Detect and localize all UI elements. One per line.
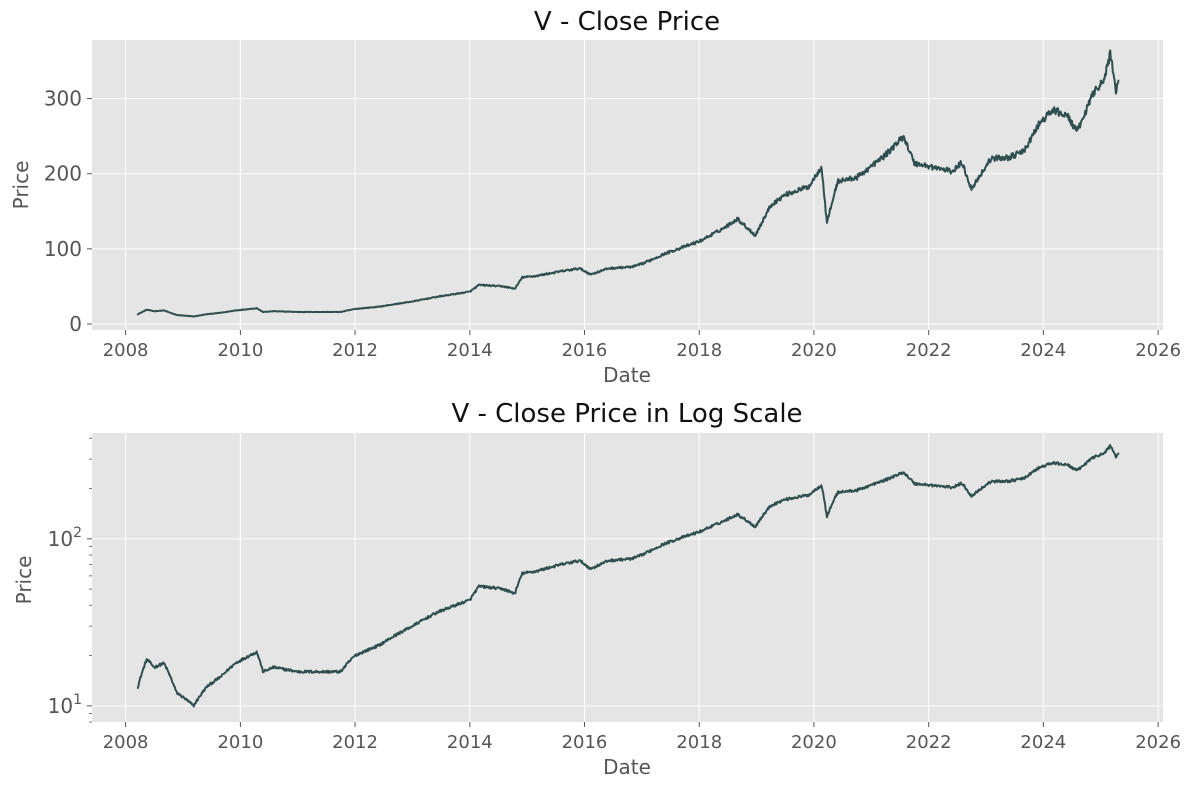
y-axis-label: Price [9,161,33,210]
x-tick-label: 2008 [103,340,149,361]
x-tick-label: 2024 [1020,732,1066,753]
x-tick-label: 2020 [791,732,837,753]
price-line [136,444,1120,708]
chart-title: V - Close Price in Log Scale [451,399,802,429]
x-tick-label: 2018 [676,340,722,361]
x-tick-label: 2012 [332,732,378,753]
x-tick-label: 2022 [906,340,952,361]
x-tick-label: 2012 [332,340,378,361]
x-tick-label: 2018 [676,732,722,753]
y-tick-label: 100 [44,237,82,261]
ticks: 2008 2010 2012 2014 2016 2018 2020 2022 2024 2026… [44,87,1181,361]
x-tick-label: 2022 [906,732,952,753]
y-tick-label: 0 [69,312,82,336]
x-tick-label: 2008 [103,732,149,753]
series-group [136,49,1120,318]
chart-log: V - Close Price in Log Scale 2008 2010 201… [12,399,1181,779]
x-tick-label: 2010 [217,340,263,361]
ticks: 2008 2010 2012 2014 2016 2018 2020 2022 2024 2026… [48,437,1181,753]
x-tick-label: 2026 [1135,732,1181,753]
y-axis-label: Price [12,556,36,605]
chart-linear: V - Close Price 2008 2010 2012 2014 2016 2018… [9,7,1181,387]
series-group [136,444,1120,708]
x-tick-label: 2016 [562,340,608,361]
x-axis-label: Date [603,755,651,779]
x-tick-label: 2014 [447,732,493,753]
y-tick-label: 101 [48,692,82,718]
price-line [136,49,1120,318]
y-tick-label: 300 [44,87,82,111]
x-axis-label: Date [603,363,651,387]
x-tick-label: 2026 [1135,340,1181,361]
plot-area [92,433,1163,722]
grid [92,40,1163,330]
x-tick-label: 2016 [562,732,608,753]
grid [92,433,1163,722]
y-tick-label: 102 [48,525,82,551]
x-tick-label: 2010 [217,732,263,753]
x-tick-label: 2024 [1020,340,1066,361]
x-tick-label: 2014 [447,340,493,361]
plot-area [92,40,1163,330]
x-tick-label: 2020 [791,340,837,361]
y-tick-label: 200 [44,162,82,186]
chart-title: V - Close Price [534,7,720,37]
